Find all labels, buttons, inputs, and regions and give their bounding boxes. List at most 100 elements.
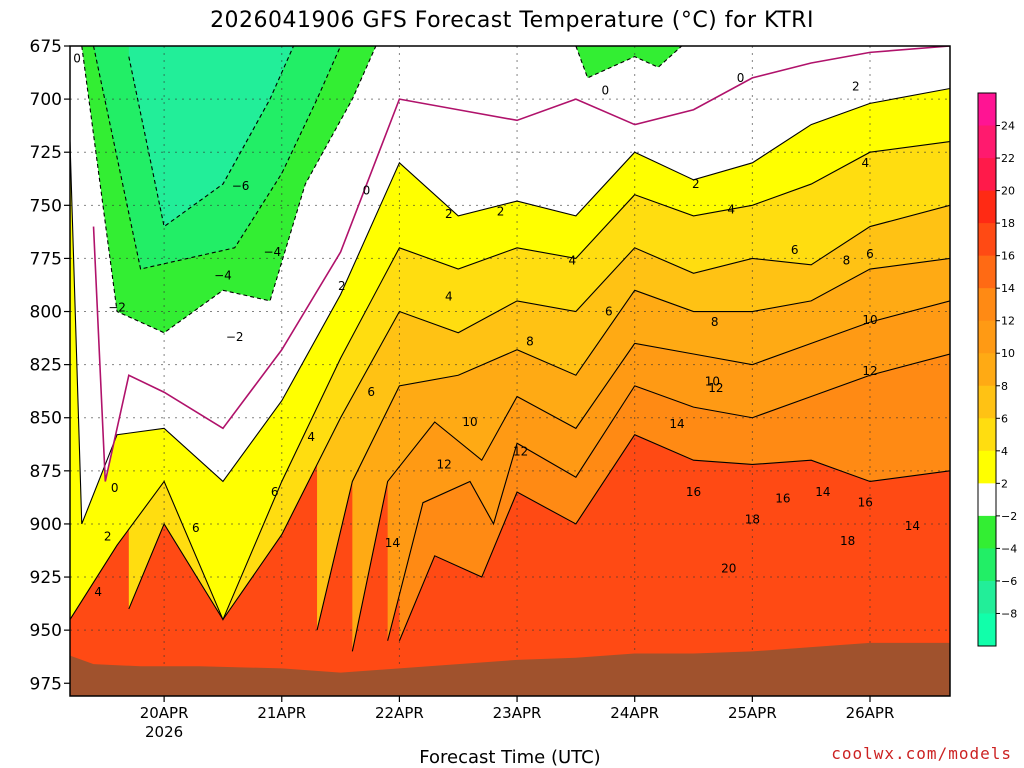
colorbar-tick-label-15: −8 [1001,607,1017,620]
y-tick-label-7: 850 [30,409,62,429]
contour-label-2: −4 [214,268,232,282]
colorbar-tick-label-3: 18 [1001,217,1015,230]
contour-label-38: 18 [840,534,855,548]
contour-label-7: 2 [104,530,112,544]
isotherm-line-0 [70,87,950,525]
colorbar-swatch-9 [978,385,996,419]
contour-label-8: 4 [94,585,102,599]
x-tick-label-5: 25APR [728,704,777,722]
y-tick-label-3: 750 [30,196,62,216]
isotherm-line-4 [92,46,342,270]
chart-title: 2026041906 GFS Forecast Temperature (°C)… [210,8,814,33]
colorbar-swatch-13 [978,515,996,549]
contour-label-20: 12 [513,445,528,459]
colorbar-swatch-15 [978,580,996,614]
temperature-fill-layer [70,46,950,696]
y-tick-label-6: 825 [30,356,62,376]
colorbar-tick-label-10: 4 [1001,445,1008,458]
isotherm-line-8 [316,257,950,631]
contour-label-21: 14 [385,536,400,550]
isotherm-line-1 [92,46,950,482]
contour-label-46: 10 [862,313,877,327]
colorbar-swatch-10 [978,418,996,452]
contour-label-0: 0 [73,52,81,66]
contour-label-23: 4 [569,254,577,268]
colorbar-swatch-7 [978,320,996,354]
contour-label-43: 6 [791,243,799,257]
colorbar: 24 22 20 18 16 14 12 10 8 6 4 2 −2 −4 −6 −8 [977,92,1017,647]
colorbar-swatch-5 [978,255,996,289]
contour-label-34: 20 [721,562,736,576]
colorbar-tick-label-7: 10 [1001,347,1015,360]
x-tick-label-2: 22APR [375,704,424,722]
y-tick-label-9: 900 [30,515,62,535]
x-tick-label-3: 23APR [493,704,542,722]
contour-label-9: 6 [192,521,200,535]
contour-label-24: 6 [605,305,613,319]
isotherm-line-6 [70,141,950,621]
contour-label-14: 2 [338,279,346,293]
contour-label-3: −2 [226,330,244,344]
contour-label-29: 10 [705,375,720,389]
colorbar-tick-label-14: −6 [1001,575,1017,588]
colorbar-swatch-2 [978,158,996,192]
x-axis-label: Forecast Time (UTC) [419,747,600,768]
contour-label-4: −6 [232,179,250,193]
colorbar-swatch-12 [978,483,996,517]
colorbar-tick-label-4: 16 [1001,250,1015,263]
colorbar-swatch-8 [978,353,996,387]
isotherm-fill-9 [575,46,682,78]
contour-label-5: −4 [264,245,282,259]
contour-label-6: 0 [111,481,119,495]
colorbar-tick-label-8: 8 [1001,380,1008,393]
colorbar-tick-label-6: 12 [1001,315,1015,328]
isotherm-line-3 [575,46,683,79]
contour-label-35: 16 [775,491,790,505]
contour-label-25: 0 [601,84,609,98]
contour-label-32: 16 [686,485,701,499]
contour-label-41: 2 [852,79,860,93]
contour-label-26: 2 [692,177,700,191]
isotherm-line-9 [351,300,950,652]
terrain-fill [70,642,950,696]
contour-label-33: 18 [745,513,760,527]
colorbar-tick-label-1: 22 [1001,152,1015,165]
isotherm-layer [70,46,950,652]
y-axis: 675 700 725 750 775 800 825 850 875 900 925 950 975 [30,37,70,694]
colorbar-swatch-0 [978,93,996,127]
colorbar-swatch-14 [978,548,996,582]
contour-label-36: 14 [815,485,830,499]
colorbar-tick-label-5: 14 [1001,282,1015,295]
colorbar-tick-label-9: 6 [1001,412,1008,425]
colorbar-swatch-11 [978,450,996,484]
x-tick-label-0: 20APR [140,704,189,722]
contour-label-45: 6 [866,247,874,261]
contour-label-42: 4 [861,156,869,170]
colorbar-tick-label-11: 2 [1001,477,1008,490]
contour-label-22: 8 [526,334,534,348]
contour-label-17: 4 [445,290,453,304]
contour-label-40: 0 [737,71,745,85]
colorbar-swatch-4 [978,223,996,257]
x-tick-label-6: 26APR [846,704,895,722]
contour-label-10: 6 [271,485,279,499]
y-tick-label-1: 700 [30,90,62,110]
contour-label-18: 10 [462,415,477,429]
colorbar-tick-label-2: 20 [1001,185,1015,198]
colorbar-tick-label-12: −2 [1001,510,1017,523]
plot-frame [69,45,951,697]
colorbar-tick-label-0: 24 [1001,120,1015,133]
colorbar-frame [977,92,997,647]
colorbar-swatch-1 [978,125,996,159]
contour-label-16: 2 [497,205,505,219]
y-tick-label-5: 800 [30,303,62,323]
contour-label-1: −2 [108,300,126,314]
isotherm-line-5 [128,46,295,228]
colorbar-swatch-6 [978,288,996,322]
isotherm-line-10 [387,353,950,641]
isotherm-fill-11 [128,46,294,227]
contour-label-13: 0 [363,183,371,197]
y-tick-label-11: 950 [30,621,62,641]
colorbar-swatch-16 [978,613,996,647]
